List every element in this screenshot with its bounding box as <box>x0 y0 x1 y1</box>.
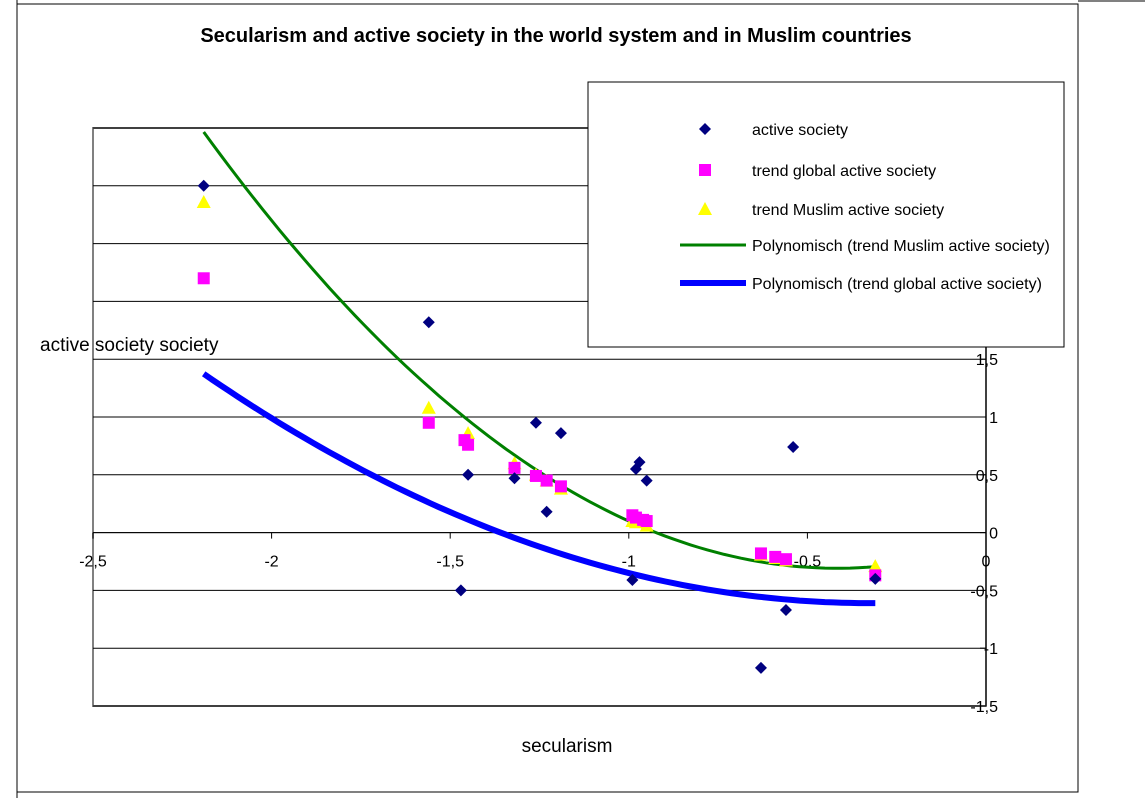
y-tick-label-1: -1 <box>984 641 998 658</box>
x-tick-label-0: -2,5 <box>79 554 107 571</box>
series-1-point-0 <box>197 272 210 285</box>
x-axis-label: secularism <box>522 736 613 757</box>
x-tick-label-1: -2 <box>264 554 278 571</box>
series-0-point-4 <box>508 472 521 485</box>
series-0-point-11 <box>640 474 653 487</box>
legend-label-1: trend global active society <box>752 163 936 180</box>
y-tick-label-2: -0,5 <box>970 583 998 600</box>
legend-label-4: Polynomisch (trend global active society… <box>752 276 1042 293</box>
series-1-point-3 <box>462 438 475 451</box>
legend-symbol-0 <box>699 123 711 135</box>
x-tick-label-5: 0 <box>982 554 991 571</box>
series-2-point-13 <box>868 559 883 573</box>
series-1-point-14 <box>779 553 792 566</box>
series-0-point-15 <box>869 572 882 585</box>
series-0-point-14 <box>787 441 800 454</box>
legend-box <box>587 81 1065 348</box>
legend-label-0: active society <box>752 122 848 139</box>
chart-title: Secularism and active society in the wor… <box>200 25 911 47</box>
series-1-point-5 <box>529 469 542 482</box>
series-0-point-10 <box>633 456 646 469</box>
series-1-point-12 <box>754 547 767 560</box>
y-tick-label-3: 0 <box>989 526 998 543</box>
series-0-point-0 <box>197 179 210 192</box>
x-ticks: -2,5 -2 -1,5 -1 -0,5 0 <box>79 532 991 571</box>
y-tick-label-6: 1,5 <box>976 352 998 369</box>
series-0-point-12 <box>754 661 767 674</box>
legend-label-2: trend Muslim active society <box>752 202 944 219</box>
series-2-point-1 <box>421 400 436 414</box>
series-1-point-4 <box>508 461 521 474</box>
series-0-point-5 <box>529 416 542 429</box>
legend: active society trend global active societ… <box>587 81 1065 348</box>
series-0-point-7 <box>554 427 567 440</box>
y-tick-label-4: 0,5 <box>976 468 998 485</box>
y-tick-label-0: -1,5 <box>970 699 998 716</box>
markers <box>196 179 883 674</box>
series-0-point-3 <box>462 468 475 481</box>
series-2-point-0 <box>196 194 211 208</box>
legend-symbol-2 <box>698 202 712 215</box>
legend-symbol-1 <box>699 164 711 176</box>
series-0-point-6 <box>540 505 553 518</box>
chart-area-border <box>16 3 1079 793</box>
series-1-point-1 <box>422 416 435 429</box>
series-1-point-7 <box>554 480 567 493</box>
y-ticks: -1,5 -1 -0,5 0 0,5 1 1,5 <box>970 127 998 716</box>
x-tick-label-2: -1,5 <box>436 554 464 571</box>
x-tick-label-3: -1 <box>622 554 636 571</box>
series-0-point-1 <box>422 316 435 329</box>
series-0-point-2 <box>454 584 467 597</box>
series-1-point-13 <box>769 550 782 563</box>
y-axis-label: active society society <box>40 335 219 356</box>
legend-label-3: Polynomisch (trend Muslim active society… <box>752 238 1050 255</box>
series-0-point-8 <box>626 573 639 586</box>
y-tick-label-5: 1 <box>989 410 998 427</box>
series-1-point-11 <box>640 515 653 528</box>
series-0-point-13 <box>779 604 792 617</box>
series-1-point-6 <box>540 474 553 487</box>
trendline-1 <box>201 371 876 607</box>
